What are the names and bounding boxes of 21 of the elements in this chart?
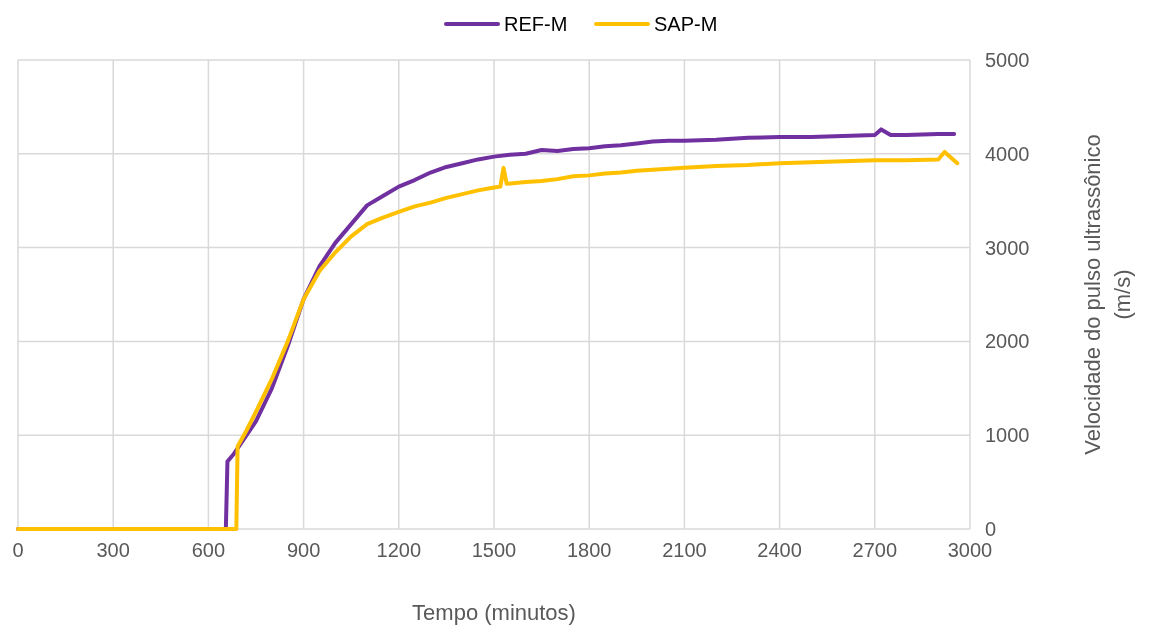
legend-label: REF-M [504, 13, 568, 35]
x-axis-title: Tempo (minutos) [412, 600, 576, 625]
x-tick-label: 0 [12, 539, 24, 561]
y-axis-title: Velocidade do pulso ultrassônico (m/s) [1080, 134, 1135, 455]
y-tick-label: 2000 [985, 330, 1030, 353]
x-tick-label: 3000 [947, 539, 993, 561]
x-tick-label: 2100 [662, 539, 707, 561]
x-tick-label: 300 [96, 539, 130, 561]
x-tick-label: 2400 [757, 539, 802, 561]
y-tick-label: 4000 [985, 142, 1030, 165]
x-tick-label: 900 [286, 539, 321, 561]
y-tick-label: 0 [985, 518, 997, 540]
legend-label: SAP-M [654, 13, 718, 35]
y-tick-label: 5000 [985, 49, 1030, 71]
x-tick-label: 1200 [376, 539, 422, 561]
x-tick-label: 1800 [566, 539, 612, 561]
x-tick-label: 1500 [471, 539, 517, 561]
y-tick-label: 1000 [985, 424, 1030, 447]
x-tick-label: 600 [191, 539, 226, 561]
y-tick-label: 3000 [985, 236, 1030, 259]
x-tick-label: 2700 [852, 539, 898, 561]
